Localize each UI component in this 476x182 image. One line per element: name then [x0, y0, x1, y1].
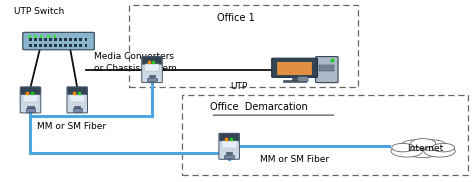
Bar [276, 62, 312, 75]
Text: UTP Switch: UTP Switch [14, 7, 64, 16]
Circle shape [410, 139, 435, 148]
Bar [64, 38, 67, 41]
Bar [34, 38, 37, 41]
FancyBboxPatch shape [67, 87, 87, 95]
FancyBboxPatch shape [219, 133, 238, 141]
Bar [149, 75, 155, 78]
Bar [291, 77, 297, 81]
Bar [49, 38, 52, 41]
FancyBboxPatch shape [20, 87, 40, 113]
Bar [147, 78, 156, 81]
Bar [54, 38, 57, 41]
Bar [282, 80, 306, 82]
FancyBboxPatch shape [297, 77, 307, 82]
Bar [84, 44, 87, 47]
Bar [74, 44, 77, 47]
FancyBboxPatch shape [67, 87, 87, 113]
Text: Internet: Internet [407, 145, 443, 153]
Circle shape [391, 143, 413, 152]
Bar [69, 44, 72, 47]
Circle shape [400, 140, 428, 150]
Bar [319, 65, 334, 68]
Bar [69, 95, 85, 102]
Circle shape [417, 140, 445, 150]
Circle shape [431, 143, 454, 152]
Bar [59, 44, 62, 47]
Text: MM or SM Fiber: MM or SM Fiber [38, 122, 107, 131]
Bar [29, 38, 31, 41]
FancyBboxPatch shape [142, 57, 161, 64]
FancyBboxPatch shape [23, 32, 94, 50]
Circle shape [390, 145, 422, 157]
Bar [39, 44, 42, 47]
FancyBboxPatch shape [141, 57, 162, 83]
Bar [49, 44, 52, 47]
Bar [26, 108, 35, 112]
Bar [129, 5, 357, 87]
Bar [221, 141, 236, 148]
Bar [34, 44, 37, 47]
Bar [226, 152, 232, 154]
Bar [72, 108, 82, 112]
Bar [144, 64, 159, 71]
Bar [319, 69, 334, 71]
Circle shape [402, 142, 443, 158]
Text: UTP: UTP [229, 82, 247, 91]
FancyBboxPatch shape [271, 58, 317, 78]
Bar [84, 38, 87, 41]
FancyBboxPatch shape [218, 133, 239, 159]
Bar [69, 38, 72, 41]
Bar [74, 38, 77, 41]
Bar [44, 44, 47, 47]
Text: Media Converters
or Chassis System: Media Converters or Chassis System [93, 52, 176, 73]
Bar [23, 95, 38, 102]
Bar [79, 38, 82, 41]
Circle shape [423, 145, 454, 157]
Bar [39, 38, 42, 41]
FancyBboxPatch shape [20, 87, 40, 95]
FancyBboxPatch shape [315, 57, 337, 83]
Bar [277, 62, 311, 75]
Bar [182, 95, 466, 175]
Text: Office 1: Office 1 [217, 13, 255, 23]
Bar [64, 44, 67, 47]
Bar [44, 38, 47, 41]
Bar [224, 155, 233, 158]
Bar [27, 106, 34, 108]
Bar [74, 106, 80, 108]
Bar [59, 38, 62, 41]
Bar [29, 44, 31, 47]
Bar [54, 44, 57, 47]
Text: MM or SM Fiber: MM or SM Fiber [259, 155, 328, 164]
Text: Office  Demarcation: Office Demarcation [210, 102, 307, 112]
Bar [79, 44, 82, 47]
